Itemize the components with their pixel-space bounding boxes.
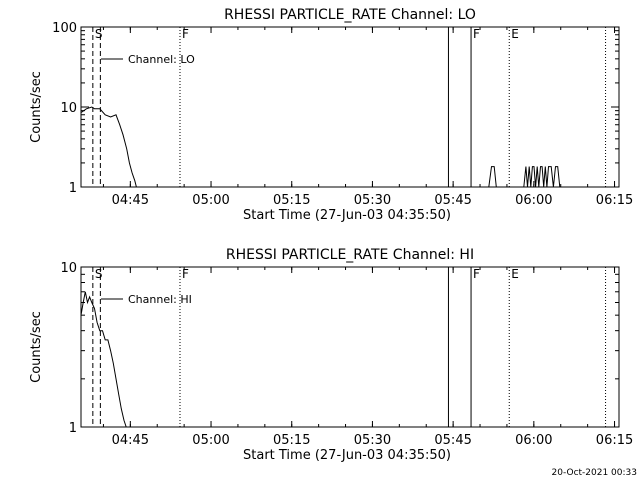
series-line	[80, 291, 127, 428]
y-tick-label: 10	[60, 101, 77, 116]
marker-label: E	[511, 267, 519, 281]
x-tick-label: 04:45	[112, 433, 149, 448]
x-tick-label: 05:45	[434, 433, 471, 448]
x-tick-label: 06:15	[596, 193, 633, 208]
x-tick-label: 05:15	[273, 433, 310, 448]
plot-frame	[80, 266, 620, 428]
plot-panel-hi: RHESSI PARTICLE_RATE Channel: HI 04:45 05:…	[29, 247, 633, 463]
x-axis-label: Start Time (27-Jun-03 04:35:50)	[243, 208, 451, 223]
series-line	[488, 166, 497, 188]
x-tick-label: 05:30	[354, 193, 391, 208]
x-tick-label: 06:00	[515, 193, 552, 208]
x-tick-label: 04:45	[112, 193, 149, 208]
y-tick-label: 100	[52, 21, 77, 36]
x-tick-label: 05:00	[192, 433, 229, 448]
plot-title: RHESSI PARTICLE_RATE Channel: HI	[226, 247, 474, 263]
x-tick-label: 06:15	[596, 433, 633, 448]
y-tick-label: 1	[69, 181, 77, 196]
x-tick-label: 05:00	[192, 193, 229, 208]
y-axis-label: Counts/sec	[29, 71, 44, 143]
x-tick-label: 05:45	[434, 193, 471, 208]
marker-label: F	[473, 267, 480, 281]
y-axis-label: Counts/sec	[29, 311, 44, 383]
plot-title: RHESSI PARTICLE_RATE Channel: LO	[224, 7, 476, 23]
marker-label: F	[182, 267, 189, 281]
x-tick-label: 05:15	[273, 193, 310, 208]
x-axis-label: Start Time (27-Jun-03 04:35:50)	[243, 448, 451, 463]
marker-label: E	[511, 27, 519, 41]
marker-label: S	[95, 267, 103, 281]
y-tick-label: 10	[60, 261, 77, 276]
plot-panel-lo: RHESSI PARTICLE_RATE Channel: LO 04:45 05:…	[29, 7, 633, 223]
series-line	[523, 166, 561, 188]
legend-entry: Channel: LO	[128, 53, 195, 66]
marker-label: F	[473, 27, 480, 41]
footer-timestamp: 20-Oct-2021 00:33	[552, 468, 637, 478]
x-tick-label: 05:30	[354, 433, 391, 448]
y-tick-label: 1	[69, 421, 77, 436]
legend-entry: Channel: HI	[128, 293, 192, 306]
marker-label: F	[182, 27, 189, 41]
x-tick-label: 06:00	[515, 433, 552, 448]
marker-label: S	[95, 27, 103, 41]
series-line	[80, 106, 137, 188]
